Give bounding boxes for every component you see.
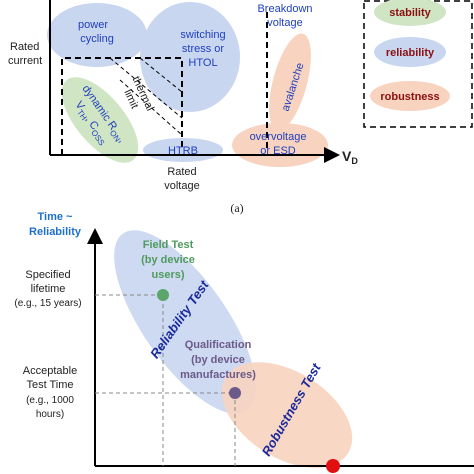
- label: Acceptable: [23, 365, 77, 377]
- label-part: V: [342, 148, 352, 164]
- label: manufactures): [180, 369, 256, 381]
- label: hours): [36, 409, 64, 420]
- top-shapes: [47, 0, 473, 167]
- caption: (a): [230, 201, 243, 215]
- label: overvoltage: [250, 131, 307, 143]
- label: Rated: [167, 166, 196, 178]
- label: Test Time: [26, 379, 73, 391]
- legend-ellipse: [374, 0, 446, 26]
- ellipse: [221, 362, 353, 468]
- dot: [157, 289, 169, 301]
- label: HTRB: [168, 145, 198, 157]
- legend-label: robustness: [380, 91, 439, 103]
- label: current: [8, 55, 42, 67]
- label: Specified: [25, 269, 70, 281]
- hatch: [109, 57, 183, 136]
- legend-ellipse: [370, 81, 450, 111]
- legend-label: stability: [389, 7, 431, 19]
- label-part: ,: [116, 135, 128, 144]
- label-part: D: [351, 156, 358, 166]
- label: (e.g., 1000: [26, 395, 74, 406]
- bottom-shapes: [87, 228, 474, 473]
- dot: [326, 459, 340, 473]
- label: Qualification: [185, 339, 252, 351]
- dot: [229, 387, 241, 399]
- label: Rated: [10, 41, 39, 53]
- dashed-limit: [61, 57, 183, 155]
- label: (by device: [141, 254, 195, 266]
- label: voltage: [164, 180, 199, 192]
- label: power: [78, 19, 108, 31]
- label: cycling: [80, 33, 114, 45]
- label: Field Test: [143, 239, 194, 251]
- ellipse: [61, 77, 139, 163]
- label: HTOL: [188, 57, 217, 69]
- legend-label: reliability: [386, 47, 435, 59]
- axis-label: Time ~: [38, 211, 74, 223]
- guide: [95, 294, 164, 466]
- ellipse: [269, 33, 311, 131]
- label: stress or: [182, 43, 225, 55]
- label: switching: [180, 29, 225, 41]
- label: voltage: [267, 17, 302, 29]
- axis-label: Reliability: [29, 226, 82, 238]
- ellipse: [114, 230, 256, 414]
- label: Breakdown: [257, 3, 312, 15]
- axis-label: VD: [342, 148, 358, 166]
- label: (by device: [191, 354, 245, 366]
- label: or ESD: [260, 145, 296, 157]
- ellipse: [47, 3, 147, 67]
- label: users): [151, 269, 184, 281]
- label: (e.g., 15 years): [14, 298, 81, 309]
- legend-ellipse: [374, 37, 446, 67]
- label: lifetime: [31, 283, 66, 295]
- ellipse: [140, 2, 240, 112]
